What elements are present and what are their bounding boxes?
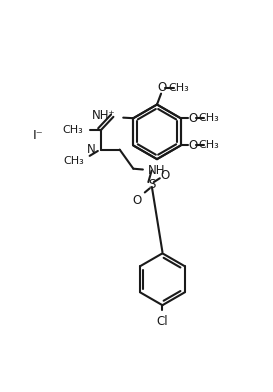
Text: O: O [189, 112, 198, 125]
Text: O: O [161, 169, 170, 182]
Text: CH₃: CH₃ [63, 125, 83, 136]
Text: CH₃: CH₃ [198, 140, 219, 151]
Text: O: O [158, 81, 167, 94]
Text: CH₃: CH₃ [198, 113, 219, 123]
Text: NH⁺: NH⁺ [91, 109, 115, 122]
Text: O: O [189, 139, 198, 152]
Text: CH₃: CH₃ [63, 156, 84, 166]
Text: I⁻: I⁻ [33, 129, 44, 142]
Text: S: S [148, 178, 156, 191]
Text: NH: NH [148, 163, 166, 176]
Text: N: N [87, 143, 96, 156]
Text: CH₃: CH₃ [168, 83, 189, 93]
Text: Cl: Cl [157, 315, 168, 328]
Text: O: O [133, 194, 142, 207]
